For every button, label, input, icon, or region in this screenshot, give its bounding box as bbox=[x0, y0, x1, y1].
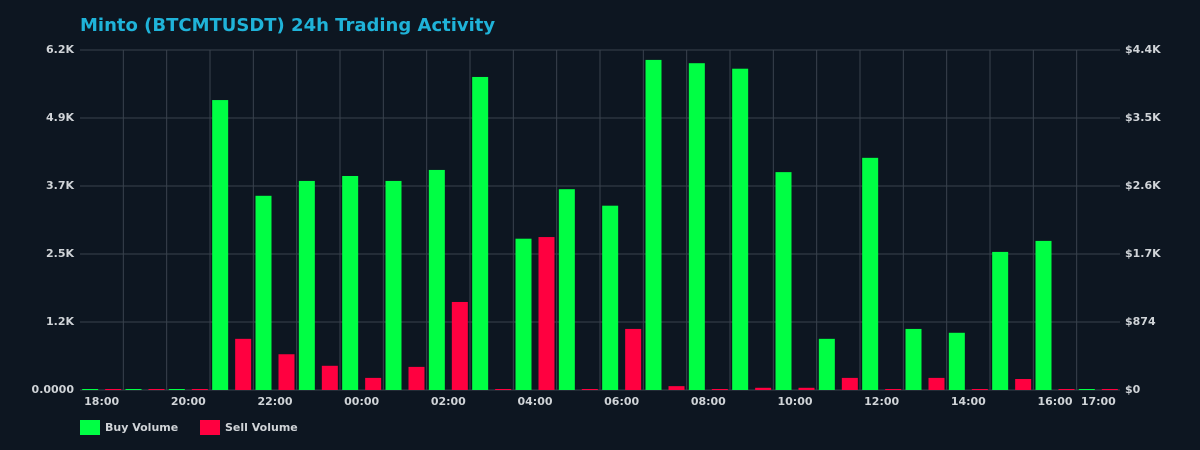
bar bbox=[125, 389, 142, 390]
bar bbox=[321, 365, 338, 390]
bar bbox=[905, 328, 922, 390]
y-tick-label: 3.7K bbox=[46, 179, 74, 192]
bar bbox=[298, 180, 315, 390]
chart-title: Minto (BTCMTUSDT) 24h Trading Activity bbox=[80, 15, 495, 36]
bar bbox=[212, 100, 229, 390]
y2-tick-label: $0 bbox=[1125, 383, 1141, 396]
x-tick-label: 06:00 bbox=[604, 395, 639, 408]
bar bbox=[668, 386, 685, 390]
bar bbox=[538, 237, 555, 390]
y2-tick-label: $1.7K bbox=[1125, 247, 1161, 260]
bar bbox=[515, 238, 532, 390]
bar bbox=[948, 332, 965, 390]
legend-label: Sell Volume bbox=[225, 421, 298, 434]
bar bbox=[1101, 389, 1118, 390]
x-tick-label: 00:00 bbox=[344, 395, 379, 408]
y2-tick-label: $874 bbox=[1125, 315, 1156, 328]
x-tick-label: 22:00 bbox=[257, 395, 292, 408]
bar bbox=[342, 175, 359, 390]
bar bbox=[558, 189, 575, 390]
bar bbox=[862, 157, 879, 390]
bar bbox=[472, 76, 489, 390]
x-tick-label: 02:00 bbox=[431, 395, 466, 408]
bar bbox=[581, 389, 598, 390]
x-tick-label: 10:00 bbox=[777, 395, 812, 408]
bar bbox=[971, 389, 988, 390]
bar bbox=[235, 338, 252, 390]
bar bbox=[645, 59, 662, 390]
bar bbox=[451, 301, 468, 390]
bar bbox=[755, 387, 772, 390]
bar bbox=[1015, 378, 1032, 390]
legend-label: Buy Volume bbox=[105, 421, 178, 434]
bar bbox=[278, 354, 295, 390]
bar bbox=[711, 389, 728, 390]
x-tick-label: 20:00 bbox=[171, 395, 206, 408]
legend-swatch bbox=[200, 420, 220, 435]
bar bbox=[885, 389, 902, 390]
y2-tick-label: $2.6K bbox=[1125, 179, 1161, 192]
bar bbox=[495, 389, 512, 390]
x-tick-label: 17:00 bbox=[1081, 395, 1116, 408]
x-tick-label: 14:00 bbox=[951, 395, 986, 408]
bar bbox=[602, 205, 619, 390]
bar bbox=[255, 195, 272, 390]
y2-tick-label: $3.5K bbox=[1125, 111, 1161, 124]
y2-tick-label: $4.4K bbox=[1125, 43, 1161, 56]
bar bbox=[688, 63, 705, 390]
bar bbox=[732, 68, 749, 390]
y-tick-label: 2.5K bbox=[46, 247, 74, 260]
bar bbox=[428, 169, 445, 390]
bar bbox=[775, 172, 792, 390]
x-tick-label: 04:00 bbox=[517, 395, 552, 408]
legend-swatch bbox=[80, 420, 100, 435]
x-tick-label: 08:00 bbox=[691, 395, 726, 408]
x-tick-label: 16:00 bbox=[1037, 395, 1072, 408]
y-tick-label: 6.2K bbox=[46, 43, 74, 56]
bar bbox=[798, 387, 815, 390]
bar bbox=[1035, 240, 1052, 390]
bar bbox=[365, 377, 382, 390]
bar bbox=[82, 389, 99, 390]
bar bbox=[191, 389, 208, 390]
bar bbox=[408, 366, 425, 390]
x-tick-label: 12:00 bbox=[864, 395, 899, 408]
bar bbox=[928, 377, 945, 390]
bar bbox=[105, 389, 122, 390]
bar bbox=[148, 389, 165, 390]
bar bbox=[818, 338, 835, 390]
bar bbox=[841, 377, 858, 390]
bar bbox=[385, 180, 402, 390]
y-tick-label: 4.9K bbox=[46, 111, 74, 124]
bar bbox=[1078, 389, 1095, 390]
bar bbox=[625, 328, 642, 390]
bar bbox=[1058, 389, 1075, 390]
bar bbox=[168, 389, 185, 390]
x-tick-label: 18:00 bbox=[84, 395, 119, 408]
y-tick-label: 1.2K bbox=[46, 315, 74, 328]
y-tick-label: 0.0000 bbox=[32, 383, 75, 396]
bar bbox=[992, 251, 1009, 390]
